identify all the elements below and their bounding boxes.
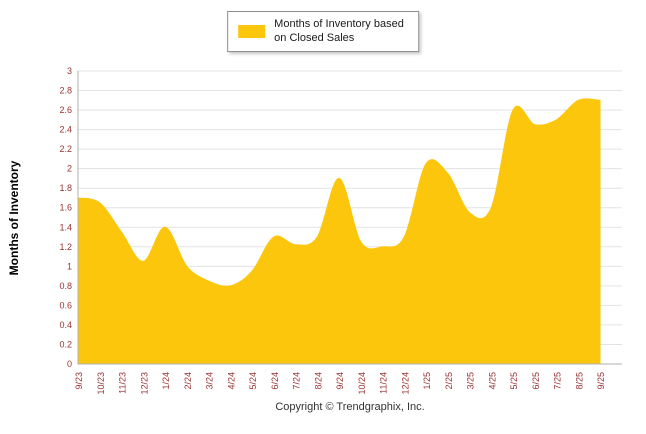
x-tick-label: 2/25 [444, 372, 454, 390]
y-tick-label: 1 [67, 261, 72, 271]
y-tick-label: 0 [67, 359, 72, 369]
legend-label: Months of Inventory based on Closed Sale… [274, 17, 404, 46]
x-tick-label: 5/25 [509, 372, 519, 390]
x-tick-label: 8/24 [313, 372, 323, 390]
legend-swatch [238, 24, 266, 38]
y-tick-label: 1.4 [59, 222, 72, 232]
x-tick-label: 7/25 [553, 372, 563, 390]
y-tick-label: 1.6 [59, 203, 72, 213]
x-tick-label: 11/24 [379, 372, 389, 394]
x-tick-label: 2/24 [183, 372, 193, 390]
y-tick-label: 2.6 [59, 105, 72, 115]
x-tick-label: 9/25 [596, 372, 606, 390]
x-tick-label: 6/24 [270, 372, 280, 390]
area-series [77, 98, 601, 365]
y-tick-label: 1.8 [59, 183, 72, 193]
x-tick-label: 3/25 [466, 372, 476, 390]
y-tick-label: 2.8 [59, 86, 72, 96]
y-tick-label: 0.4 [59, 320, 72, 330]
y-tick-label: 0.6 [59, 300, 72, 310]
x-tick-label: 9/23 [74, 372, 84, 390]
x-tick-label: 5/24 [248, 372, 258, 390]
y-tick-label: 0.2 [59, 339, 72, 349]
x-tick-label: 4/25 [487, 372, 497, 390]
legend-label-line2: on Closed Sales [274, 32, 355, 45]
y-tick-label: 1.2 [59, 242, 72, 252]
legend-label-line1: Months of Inventory based [274, 18, 404, 30]
x-tick-label: 4/24 [226, 372, 236, 390]
y-tick-label: 3 [67, 66, 72, 76]
x-tick-label: 12/23 [139, 372, 149, 395]
y-tick-label: 0.8 [59, 281, 72, 291]
x-tick-label: 6/25 [531, 372, 541, 390]
x-tick-label: 7/24 [292, 372, 302, 390]
x-tick-label: 12/24 [400, 372, 410, 395]
x-tick-label: 10/23 [96, 372, 106, 395]
y-tick-label: 2 [67, 164, 72, 174]
x-tick-label: 11/23 [118, 372, 128, 394]
x-tick-label: 1/24 [161, 372, 171, 390]
y-tick-label: 2.4 [59, 125, 72, 135]
legend: Months of Inventory based on Closed Sale… [227, 11, 419, 52]
y-axis-title: Months of Inventory [7, 160, 21, 276]
x-tick-label: 1/25 [422, 372, 432, 390]
copyright: Copyright © Trendgraphix, Inc. [275, 401, 425, 413]
x-tick-label: 8/25 [574, 372, 584, 390]
x-tick-label: 9/24 [335, 372, 345, 390]
x-tick-label: 3/24 [205, 372, 215, 390]
y-tick-label: 2.2 [59, 144, 72, 154]
x-tick-label: 10/24 [357, 372, 367, 395]
